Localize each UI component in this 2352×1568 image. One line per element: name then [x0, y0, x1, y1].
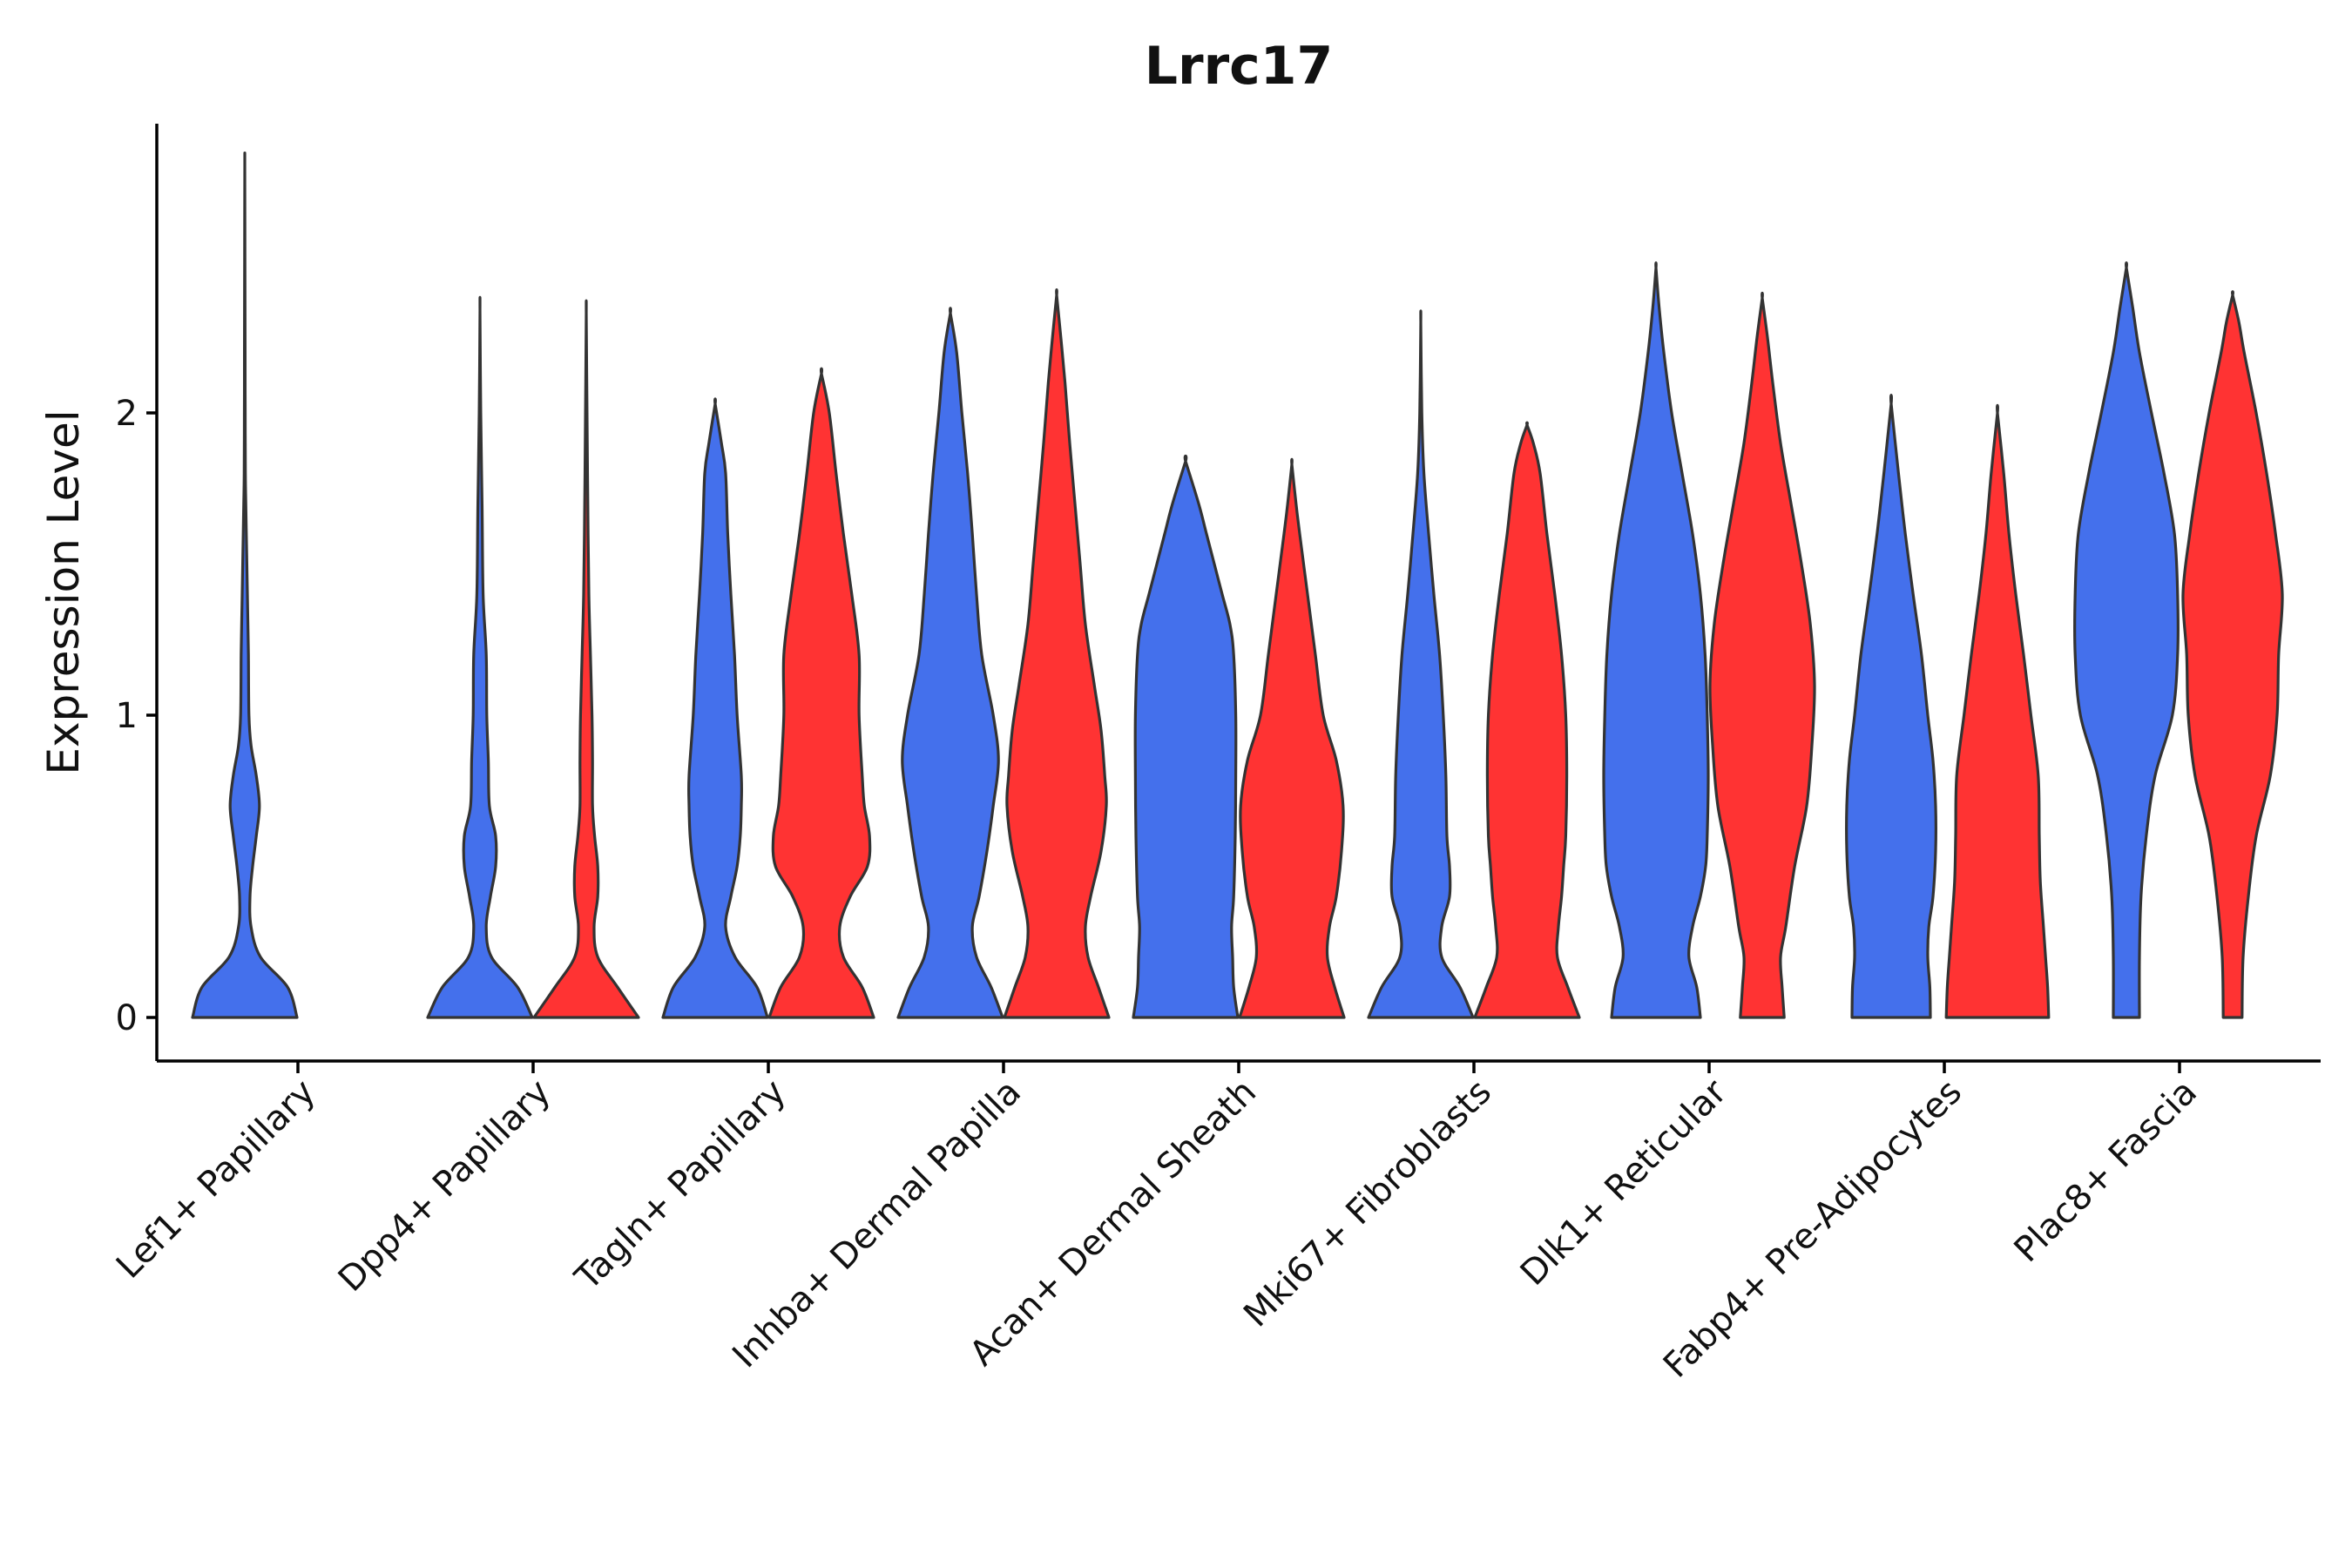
violin-inhba-dermal-papilla-group-1	[896, 307, 1004, 1019]
violin-acan-dermal-sheath-group-2	[1238, 457, 1346, 1019]
y-axis-title: Expression Level	[38, 409, 89, 774]
y-axis-ticks: 0 1 2	[116, 394, 157, 1038]
violin-plac8-fascia-group-2	[2181, 290, 2284, 1019]
x-tick-label-lef1-papillary: Lef1+ Papillary	[109, 1072, 323, 1287]
x-tick-label-plac8-fascia: Plac8+ Fascia	[2007, 1072, 2206, 1271]
chart-title: Lrrc17	[1145, 36, 1333, 97]
violin-inhba-dermal-papilla-group-2	[1003, 288, 1111, 1019]
y-tick-label-0: 0	[116, 998, 138, 1038]
violin-tagln-papillary-group-2	[767, 367, 875, 1019]
violin-dlk1-reticular-group-1	[1602, 261, 1710, 1019]
violin-layer	[191, 152, 2284, 1019]
x-tick-label-dlk1-reticular: Dlk1+ Reticular	[1513, 1071, 1735, 1294]
violin-acan-dermal-sheath-group-1	[1132, 454, 1240, 1019]
violin-dpp4-papillary-group-2	[532, 299, 640, 1019]
violin-dlk1-reticular-group-2	[1708, 291, 1816, 1019]
y-tick-label-1: 1	[116, 696, 138, 736]
y-tick-label-2: 2	[116, 394, 138, 434]
violin-dpp4-papillary-group-1	[426, 295, 534, 1019]
x-tick-label-dpp4-papillary: Dpp4+ Papillary	[331, 1072, 558, 1300]
violin-lef1-papillary-group-1	[191, 152, 299, 1019]
violin-tagln-papillary-group-1	[661, 397, 769, 1019]
violin-plac8-fascia-group-1	[2072, 261, 2180, 1019]
violin-mki67-fibroblasts-group-2	[1473, 421, 1581, 1019]
violin-mki67-fibroblasts-group-1	[1367, 309, 1475, 1019]
x-axis-ticks: Lef1+ Papillary Dpp4+ Papillary Tagln+ Pap…	[109, 1061, 2205, 1386]
x-tick-label-tagln-papillary: Tagln+ Papillary	[567, 1072, 794, 1299]
x-tick-label-mki67-fibroblasts: Mki67+ Fibroblasts	[1236, 1072, 1499, 1335]
violin-fabp4-pre-adipocytes-group-1	[1845, 394, 1937, 1019]
violin-fabp4-pre-adipocytes-group-2	[1944, 403, 2051, 1019]
